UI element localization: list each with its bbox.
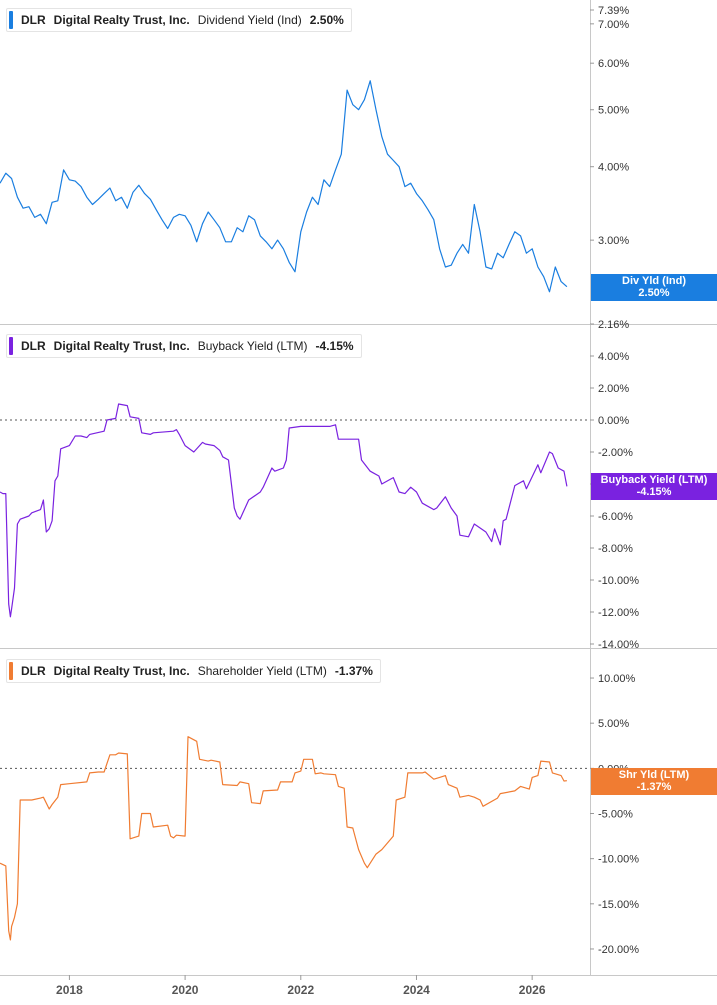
- y-tick-label: 10.00%: [598, 673, 636, 685]
- y-tick-label: 7.00%: [598, 19, 629, 31]
- flag-title: Shr Yld (LTM): [618, 769, 690, 781]
- legend-buyback-yield[interactable]: DLR Digital Realty Trust, Inc. Buyback Y…: [6, 334, 362, 358]
- x-tick-label: 2018: [56, 983, 83, 997]
- flag-title: Div Yld (Ind): [622, 275, 686, 287]
- x-tick-label: 2026: [519, 983, 546, 997]
- flag-value: -4.15%: [636, 486, 672, 498]
- y-tick-label: -5.00%: [598, 809, 633, 821]
- legend-value: -1.37%: [334, 664, 373, 678]
- series-line-dividend: [0, 80, 568, 293]
- y-tick-label: 0.00%: [598, 415, 629, 427]
- y-tick-label: 5.00%: [598, 105, 629, 117]
- y-tick-label: 2.00%: [598, 383, 629, 395]
- flag-value: 2.50%: [638, 287, 670, 299]
- y-tick-label: 7.39%: [598, 5, 629, 17]
- x-tick-label: 2024: [403, 983, 430, 997]
- y-tick-label: 6.00%: [598, 58, 629, 70]
- flag-title: Buyback Yield (LTM): [600, 474, 708, 486]
- legend-ticker: DLR: [21, 664, 46, 678]
- legend-company: Digital Realty Trust, Inc.: [53, 13, 190, 27]
- y-tick-label: -6.00%: [598, 511, 633, 523]
- legend-metric: Dividend Yield (Ind): [197, 13, 302, 27]
- last-value-flag-buyback: Buyback Yield (LTM) -4.15%: [591, 473, 717, 500]
- x-axis-layer: 2018 2020 2022 2024 2026: [56, 975, 546, 997]
- y-tick-label: 2.16%: [598, 319, 629, 331]
- series-color-swatch: [9, 337, 13, 355]
- flag-value: -1.37%: [636, 781, 672, 793]
- grid-layer: [0, 0, 717, 976]
- y-tick-label: -8.00%: [598, 543, 633, 555]
- x-tick-label: 2020: [172, 983, 199, 997]
- x-tick-label: 2022: [287, 983, 314, 997]
- series-color-swatch: [9, 662, 13, 680]
- series-layer: [0, 80, 568, 941]
- legend-value: 2.50%: [309, 13, 344, 27]
- y-tick-label: -10.00%: [598, 854, 639, 866]
- y-tick-label: -2.00%: [598, 447, 633, 459]
- legend-ticker: DLR: [21, 13, 46, 27]
- legend-ticker: DLR: [21, 339, 46, 353]
- series-color-swatch: [9, 11, 13, 29]
- y-tick-label: -12.00%: [598, 607, 639, 619]
- legend-metric: Buyback Yield (LTM): [197, 339, 308, 353]
- y-tick-label: -14.00%: [598, 639, 639, 651]
- legend-value: -4.15%: [315, 339, 354, 353]
- legend-dividend-yield[interactable]: DLR Digital Realty Trust, Inc. Dividend …: [6, 8, 352, 32]
- y-tick-label: 4.00%: [598, 162, 629, 174]
- legend-company: Digital Realty Trust, Inc.: [53, 339, 190, 353]
- y-tick-label: -10.00%: [598, 575, 639, 587]
- last-value-flag-dividend: Div Yld (Ind) 2.50%: [591, 274, 717, 301]
- y-tick-label: 3.00%: [598, 235, 629, 247]
- y-tick-label: -20.00%: [598, 944, 639, 956]
- series-line-buyback: [0, 403, 568, 618]
- legend-company: Digital Realty Trust, Inc.: [53, 664, 190, 678]
- legend-metric: Shareholder Yield (LTM): [197, 664, 327, 678]
- y-tick-label: 5.00%: [598, 718, 629, 730]
- y-tick-label: -15.00%: [598, 899, 639, 911]
- y-tick-label: 4.00%: [598, 351, 629, 363]
- last-value-flag-shareholder: Shr Yld (LTM) -1.37%: [591, 768, 717, 795]
- legend-shareholder-yield[interactable]: DLR Digital Realty Trust, Inc. Sharehold…: [6, 659, 381, 683]
- series-line-shareholder: [0, 736, 567, 941]
